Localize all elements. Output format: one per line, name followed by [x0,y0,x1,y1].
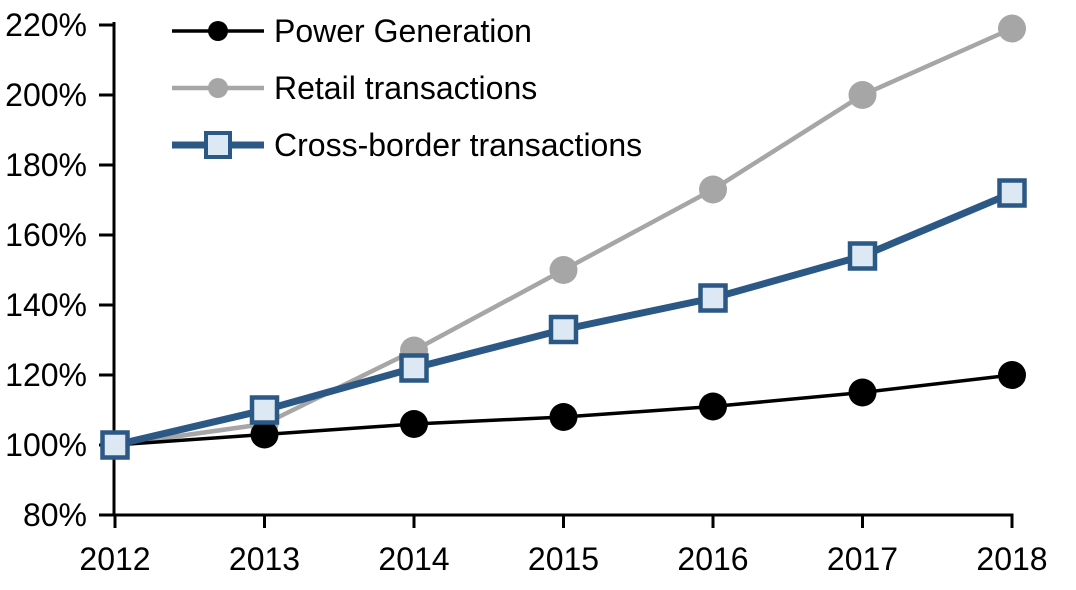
legend-square-marker-icon [204,131,232,159]
series-retail-transactions [101,14,1026,459]
y-axis-tick-label: 80% [23,497,87,533]
data-point-marker [848,378,877,407]
y-axis-tick-label: 160% [5,217,87,253]
data-point-marker [249,395,280,425]
data-point-marker [549,256,578,284]
data-point-marker [699,392,727,421]
axes: 80% 100% 120% 140% 160% 180% 200% 220% 2012 2013 2… [5,7,1047,577]
series-line [114,26,1013,448]
data-point-marker [400,410,428,438]
data-point-marker [997,178,1027,208]
legend-item-power-generation: Power Generation [172,13,532,49]
data-point-marker [699,175,727,204]
data-point-marker [998,14,1026,43]
x-axis-tick-label: 2014 [378,541,449,577]
data-point-marker [847,241,878,271]
legend: Power Generation Retail transactions Cro… [172,13,642,163]
data-point-marker [100,430,130,460]
y-axis-tick-label: 220% [5,7,87,43]
legend-item-cross-border-transactions: Cross-border transactions [172,127,642,163]
x-axis-tick-label: 2017 [827,541,898,577]
x-axis-tick-label: 2015 [528,541,599,577]
legend-label: Retail transactions [274,70,537,106]
data-point-marker [998,361,1026,389]
y-axis-tick-label: 200% [5,77,87,113]
data-point-marker [549,403,578,431]
legend-label: Power Generation [274,13,532,49]
legend-circle-marker-icon [208,21,228,41]
data-point-marker [250,420,279,449]
x-axis-tick-label: 2018 [976,541,1047,577]
data-point-marker [848,81,877,109]
x-axis-tick-label: 2016 [677,541,748,577]
y-axis-tick-label: 140% [5,287,87,323]
data-series [100,14,1027,460]
y-axis-tick-label: 180% [5,147,87,183]
legend-circle-marker-icon [208,78,228,98]
series-cross-border-transactions [100,178,1027,460]
x-axis-tick-label: 2013 [229,541,300,577]
legend-item-retail-transactions: Retail transactions [172,70,537,106]
data-point-marker [548,314,579,345]
data-point-marker [698,283,728,313]
y-axis-tick-label: 100% [5,427,87,463]
y-axis-tick-label: 120% [5,357,87,393]
legend-label: Cross-border transactions [274,127,642,163]
x-axis-tick-label: 2012 [79,541,150,577]
series-power-generation [101,361,1026,459]
data-point-marker [399,353,429,383]
